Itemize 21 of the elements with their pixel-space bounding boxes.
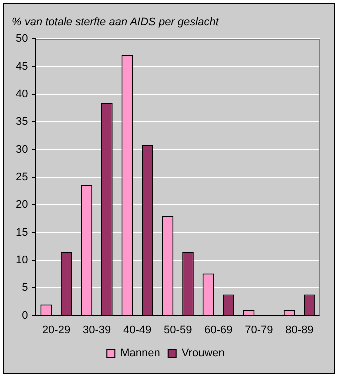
y-tick-label: 30 (16, 144, 28, 156)
x-tick-label: 60-69 (204, 324, 233, 336)
y-tick-label: 50 (16, 33, 28, 46)
x-tick-label: 80-89 (286, 324, 314, 336)
x-tick-label: 40-49 (124, 324, 152, 336)
x-tick-label: 70-79 (245, 324, 274, 336)
legend-label: Mannen (120, 348, 160, 360)
y-tick-label: 45 (16, 60, 28, 73)
y-tick-label: 40 (16, 88, 28, 101)
x-tick-label: 20-29 (42, 324, 71, 336)
x-tick-label: 50-59 (164, 324, 192, 336)
legend-label: Vrouwen (182, 348, 225, 360)
y-tick-label: 35 (16, 116, 28, 128)
y-tick-label: 0 (22, 310, 28, 322)
y-tick-label: 10 (16, 254, 28, 267)
y-tick-label: 20 (16, 199, 28, 212)
x-tick-label: 30-39 (82, 324, 112, 336)
y-tick-label: 25 (16, 172, 28, 184)
y-tick-label: 15 (16, 226, 28, 239)
chart-title: % van totale sterfte aan AIDS per geslacht (12, 16, 220, 29)
y-tick-label: 5 (22, 282, 28, 294)
